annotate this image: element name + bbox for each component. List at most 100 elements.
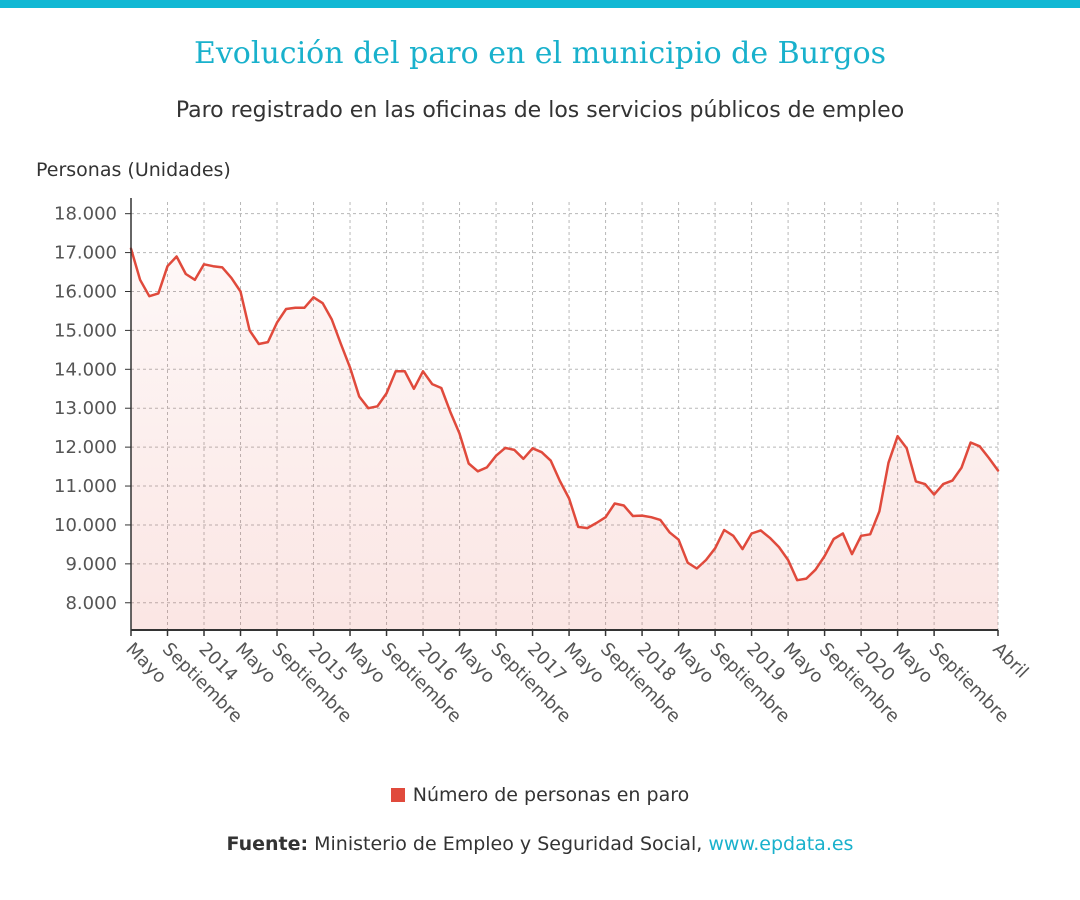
data-point (229, 276, 233, 280)
data-point (832, 537, 836, 541)
data-point (859, 534, 863, 538)
y-tick-label: 17.000 (54, 243, 117, 264)
data-point (266, 340, 270, 344)
y-tick-label: 15.000 (54, 320, 117, 341)
source-label: Fuente: (226, 833, 309, 855)
data-point (567, 497, 571, 501)
data-point (348, 365, 352, 369)
top-accent-bar (0, 0, 1080, 8)
data-point (750, 532, 754, 536)
data-point (476, 469, 480, 473)
data-point (722, 528, 726, 532)
data-point (239, 290, 243, 294)
data-point (686, 561, 690, 565)
data-point (220, 265, 224, 269)
data-point (814, 568, 818, 572)
data-point (987, 456, 991, 460)
chart-subtitle: Paro registrado en las oficinas de los s… (175, 98, 905, 123)
data-point (622, 504, 626, 508)
data-point (649, 515, 653, 519)
source-link[interactable]: www.epdata.es (708, 833, 854, 855)
data-point (293, 306, 297, 310)
x-tick-label: Mayo (121, 639, 170, 688)
data-point (412, 387, 416, 391)
data-point (312, 295, 316, 299)
data-point (668, 530, 672, 534)
legend: Número de personas en paro (0, 784, 1080, 806)
data-point (512, 448, 516, 452)
data-point (357, 395, 361, 399)
data-point (795, 578, 799, 582)
data-point (631, 514, 635, 518)
data-point (138, 278, 142, 282)
y-tick-label: 10.000 (54, 515, 117, 536)
data-point (521, 457, 525, 461)
data-point (777, 545, 781, 549)
source-note: Fuente: Ministerio de Empleo y Seguridad… (0, 833, 1080, 855)
data-point (211, 264, 215, 268)
data-point (175, 255, 179, 259)
data-point (960, 466, 964, 470)
data-point (896, 434, 900, 438)
data-point (932, 493, 936, 497)
x-tick-label: Mayo (560, 639, 609, 688)
chart-title: Evolución del paro en el municipio de Bu… (193, 36, 887, 71)
data-point (202, 262, 206, 266)
data-point (923, 482, 927, 486)
data-point (914, 479, 918, 483)
data-point (302, 306, 306, 310)
y-tick-label: 13.000 (54, 398, 117, 419)
data-point (257, 342, 261, 346)
data-point (613, 502, 617, 506)
data-point (558, 479, 562, 483)
line-chart: Personas (Unidades) 8.000 9.000 10.000 11.00… (36, 159, 1032, 727)
data-point (905, 446, 909, 450)
data-point (494, 454, 498, 458)
data-point (594, 521, 598, 525)
data-point (458, 432, 462, 436)
data-point (485, 465, 489, 469)
data-point (877, 509, 881, 513)
data-point (503, 446, 507, 450)
data-point (421, 369, 425, 373)
data-point (941, 482, 945, 486)
data-point (850, 552, 854, 556)
data-point (950, 479, 954, 483)
y-tick-label: 8.000 (65, 593, 117, 614)
data-point (585, 526, 589, 530)
data-point (823, 554, 827, 558)
data-point (284, 307, 288, 311)
data-point (166, 264, 170, 268)
data-point (430, 382, 434, 386)
data-point (448, 410, 452, 414)
data-point (184, 272, 188, 276)
data-point (713, 546, 717, 550)
data-point (759, 528, 763, 532)
data-point (969, 441, 973, 445)
data-point (467, 462, 471, 466)
data-point (147, 294, 151, 298)
data-point (640, 514, 644, 518)
x-tick-label: Mayo (669, 639, 718, 688)
data-point (996, 469, 1000, 473)
data-point (804, 577, 808, 581)
data-point (841, 532, 845, 536)
y-tick-label: 16.000 (54, 281, 117, 302)
x-tick-label: Mayo (779, 639, 828, 688)
data-point (156, 291, 160, 295)
data-point (549, 459, 553, 463)
data-point (531, 446, 535, 450)
data-point (385, 391, 389, 395)
y-tick-label: 18.000 (54, 204, 117, 225)
data-point (275, 321, 279, 325)
legend-label[interactable]: Número de personas en paro (412, 784, 690, 806)
source-text: Ministerio de Empleo y Seguridad Social, (308, 833, 709, 855)
data-point (741, 547, 745, 551)
series-line (129, 247, 1000, 582)
data-point (330, 318, 334, 322)
data-point (604, 515, 608, 519)
data-point (540, 450, 544, 454)
data-point (439, 386, 443, 390)
y-tick-label: 14.000 (54, 359, 117, 380)
data-point (768, 536, 772, 540)
